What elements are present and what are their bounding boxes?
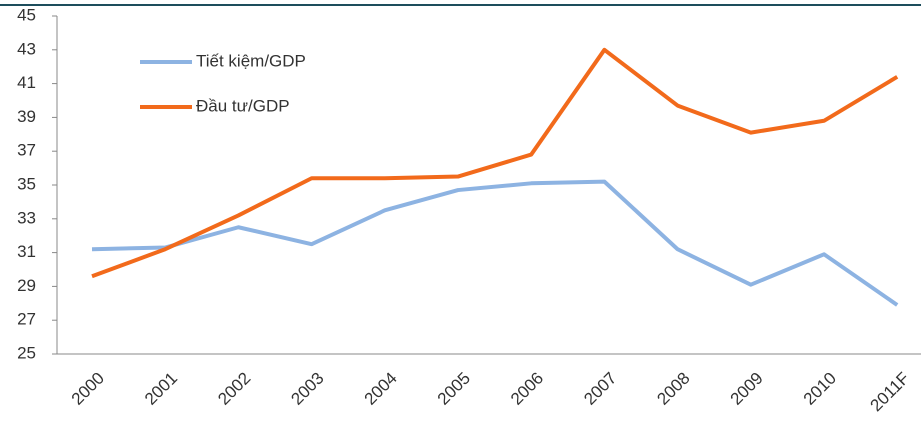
x-tick-label: 2010 xyxy=(800,369,840,409)
x-tick-label: 2004 xyxy=(361,369,401,409)
y-tick-label: 35 xyxy=(17,174,36,193)
x-tick-label: 2009 xyxy=(727,369,767,409)
y-tick-label: 25 xyxy=(17,343,36,362)
x-tick-label: 2000 xyxy=(68,369,108,409)
x-tick-label: 2011F xyxy=(867,369,914,416)
y-tick-label: 37 xyxy=(17,141,36,160)
y-tick-label: 45 xyxy=(17,5,36,24)
line-series xyxy=(91,47,899,279)
y-tick-label: 41 xyxy=(17,73,36,92)
y-tick-label: 29 xyxy=(17,276,36,295)
y-tick-label: 27 xyxy=(17,310,36,329)
x-tick-label: 2008 xyxy=(653,369,693,409)
x-tick-label: 2001 xyxy=(141,369,181,409)
legend-label: Tiết kiệm/GDP xyxy=(196,51,306,70)
line-series xyxy=(91,179,899,307)
x-tick-label: 2003 xyxy=(287,369,327,409)
y-tick-label: 31 xyxy=(17,242,36,261)
x-tick-label: 2002 xyxy=(214,369,254,409)
x-tick-label: 2005 xyxy=(434,369,474,409)
x-tick-label: 2006 xyxy=(507,369,547,409)
x-tick-label: 2007 xyxy=(580,369,620,409)
y-tick-label: 39 xyxy=(17,107,36,126)
y-tick-label: 43 xyxy=(17,39,36,58)
legend-label: Đầu tư/GDP xyxy=(196,96,290,115)
y-tick-label: 33 xyxy=(17,208,36,227)
